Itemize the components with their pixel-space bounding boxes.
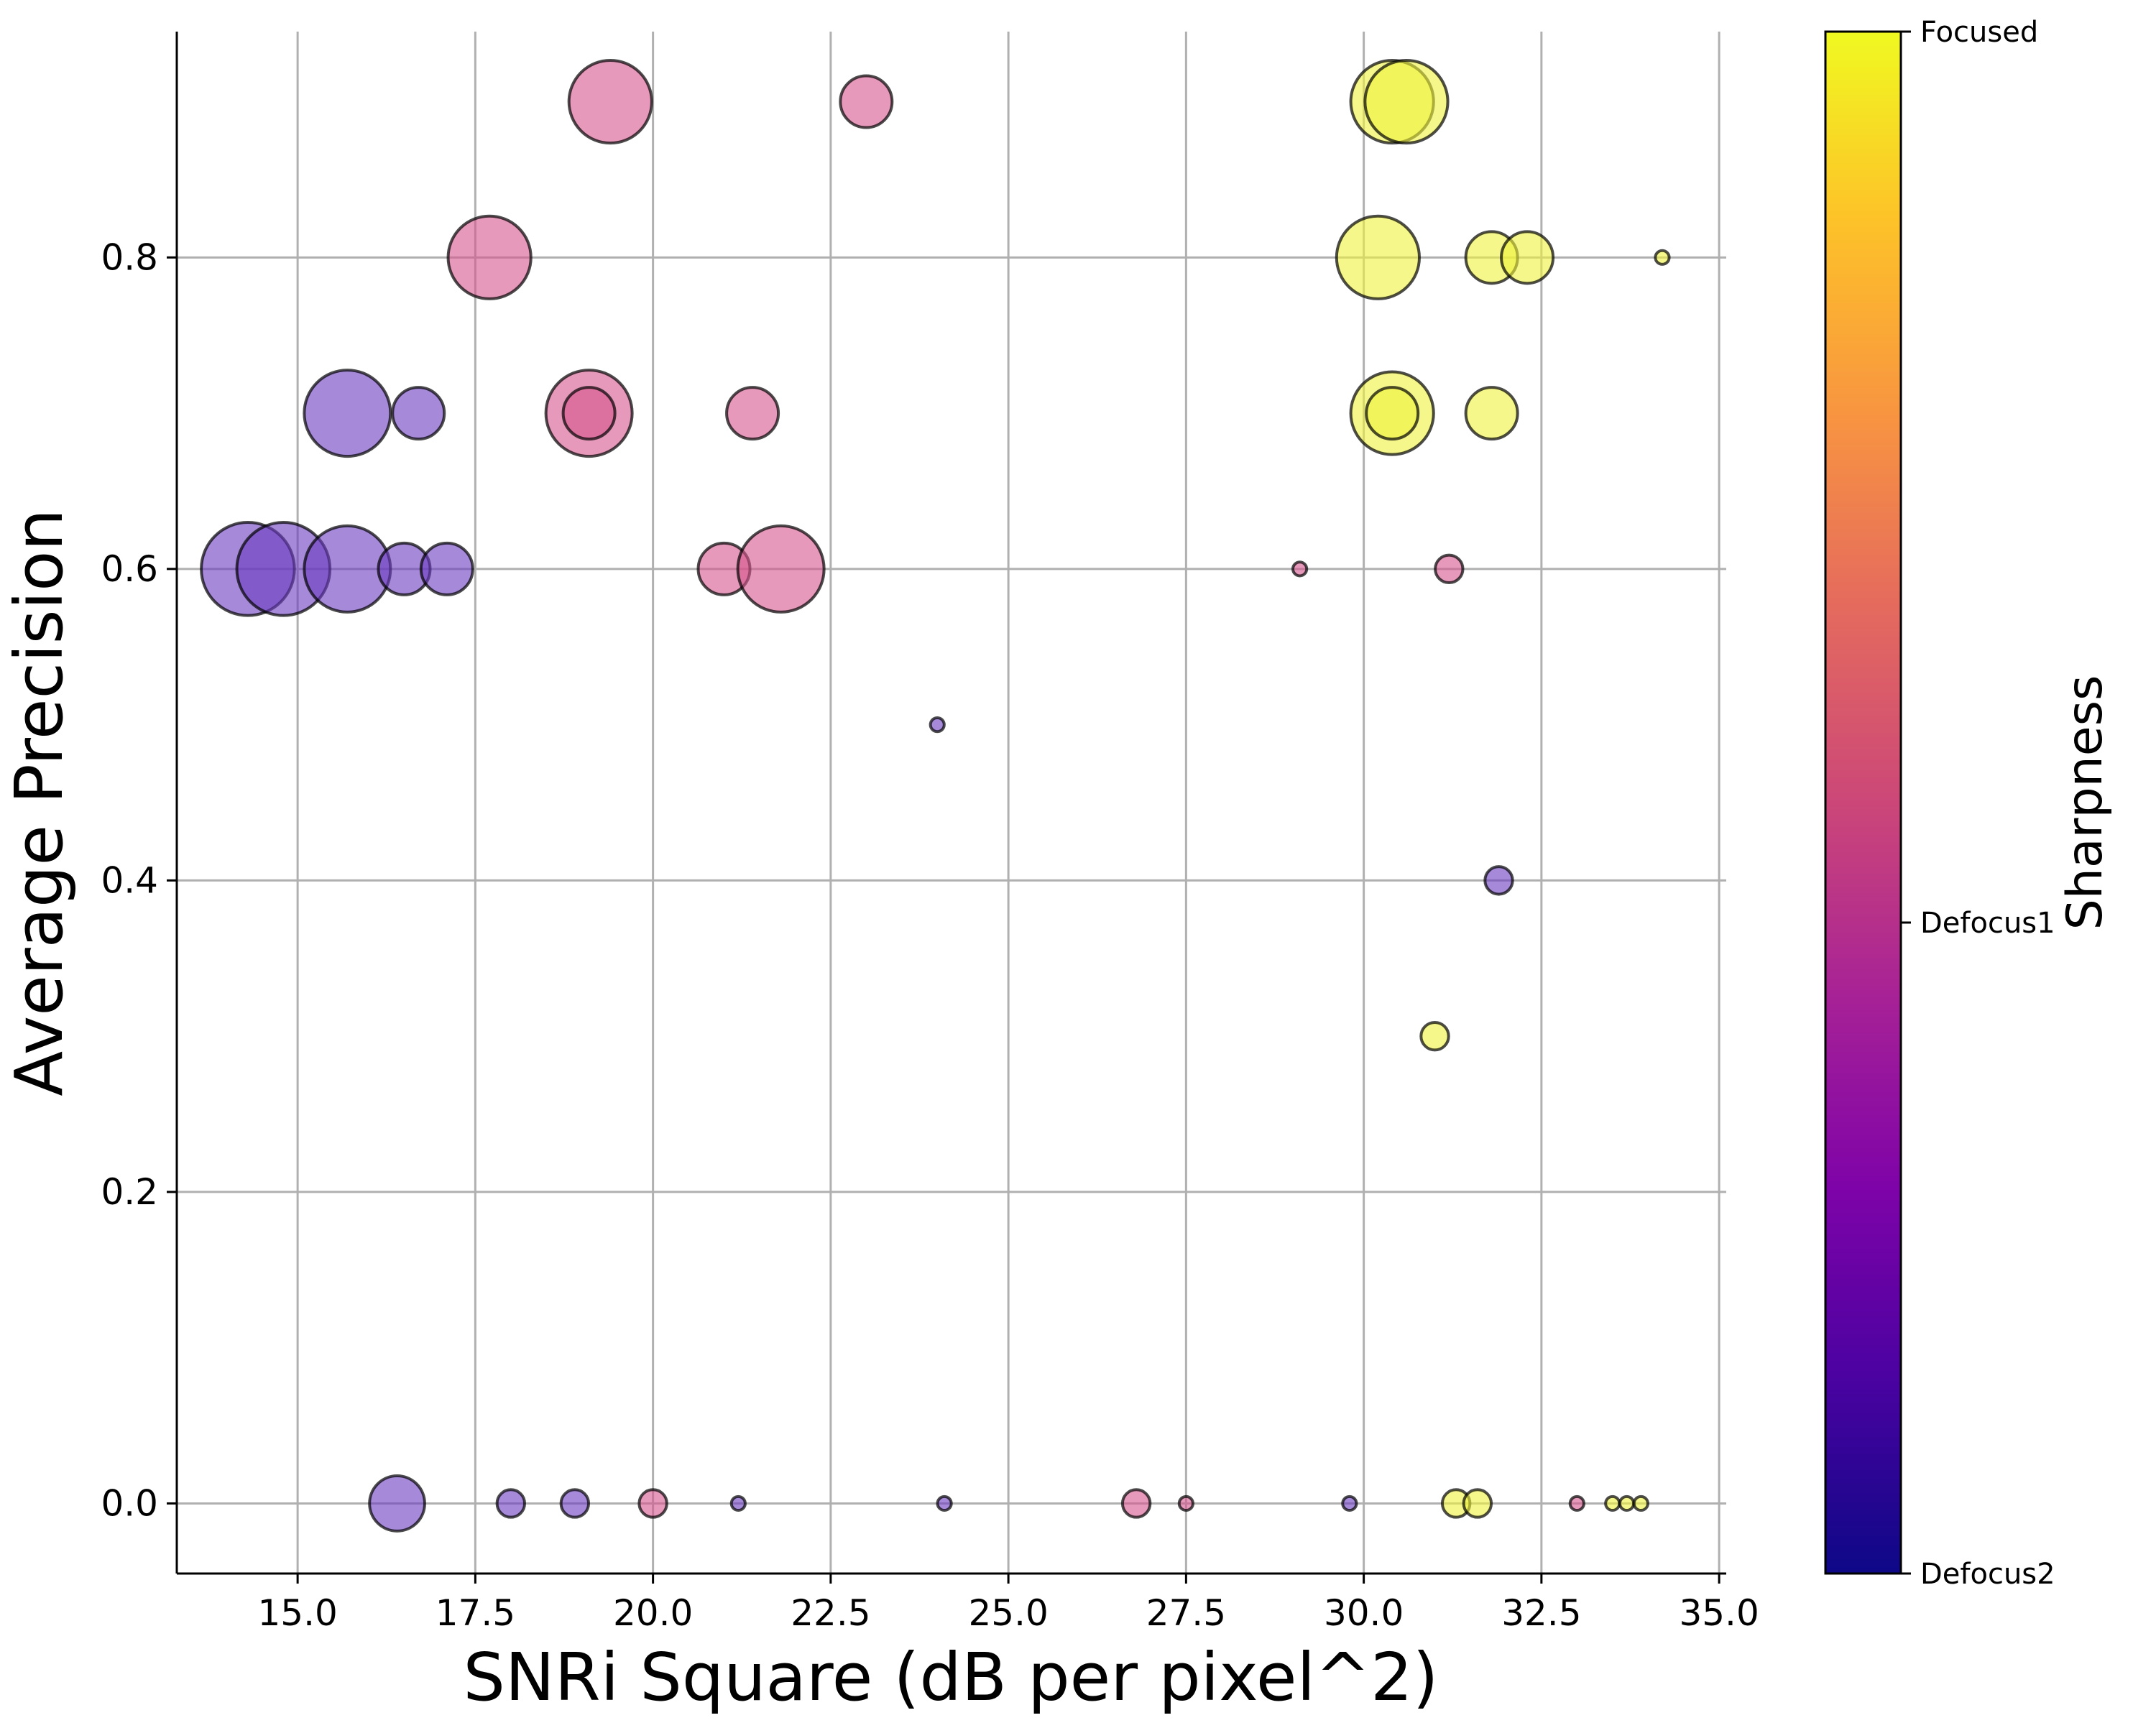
bubble-point [1120, 1488, 1152, 1519]
bubble-point [936, 1494, 953, 1512]
bubble-point [1335, 214, 1421, 300]
x-tick-label: 27.5 [1146, 1592, 1226, 1634]
bubble-point [419, 541, 474, 596]
bubble-point [1654, 249, 1671, 266]
bubble-layer [200, 58, 1671, 1533]
colorbar [1824, 30, 1902, 1575]
x-axis-title: SNRi Square (dB per pixel^2) [463, 1639, 1438, 1716]
bubble-point [446, 214, 533, 300]
bubble-point [1434, 553, 1465, 585]
bubble-point [391, 386, 446, 441]
x-tick-label: 35.0 [1679, 1592, 1759, 1634]
bubble-point [1365, 386, 1420, 441]
bubble-point [1604, 1494, 1621, 1512]
bubble-point [495, 1488, 527, 1519]
bubble-point [1462, 1488, 1493, 1519]
y-tick-label: 0.4 [101, 859, 158, 901]
bubble-point [1568, 1494, 1585, 1512]
colorbar-tick-label: Defocus2 [1920, 1558, 2055, 1591]
colorbar-tick-label: Focused [1920, 16, 2038, 49]
bubble-point [839, 74, 894, 129]
x-tick-label: 17.5 [436, 1592, 515, 1634]
bubble-point [1177, 1494, 1194, 1512]
bubble-point [559, 1488, 591, 1519]
y-tick-label: 0.0 [101, 1482, 158, 1524]
bubble-point [1291, 560, 1309, 578]
bubble-point [1363, 58, 1450, 145]
bubble-point [929, 716, 946, 734]
bubble-point [736, 524, 826, 614]
bubble-point [1419, 1020, 1450, 1052]
x-tick-label: 25.0 [968, 1592, 1048, 1634]
bubble-point [1341, 1494, 1358, 1512]
bubble-point [1618, 1494, 1636, 1512]
bubble-point [567, 58, 653, 145]
x-tick-label: 15.0 [257, 1592, 337, 1634]
y-tick-label: 0.8 [101, 236, 158, 278]
bubble-point [368, 1474, 426, 1533]
colorbar-ticks: Focused Defocus1 Defocus2 [1901, 16, 2055, 1591]
bubble-point [637, 1488, 668, 1519]
bubble-point [561, 386, 617, 441]
bubble-point [725, 386, 780, 441]
series-focused [1335, 58, 1671, 1519]
y-axis-title: Average Precision [1, 509, 78, 1096]
x-tick-label: 20.0 [613, 1592, 693, 1634]
x-ticks: 15.0 17.5 20.0 22.5 25.0 27.5 30.0 32.5 35.0 [257, 1574, 1759, 1634]
bubble-point [303, 369, 392, 458]
colorbar-tick-label: Defocus1 [1920, 907, 2055, 940]
series-defocus2 [200, 369, 1514, 1533]
y-tick-label: 0.2 [101, 1171, 158, 1213]
y-tick-label: 0.6 [101, 548, 158, 590]
y-ticks: 0.0 0.2 0.4 0.6 0.8 [101, 236, 177, 1524]
x-tick-label: 22.5 [791, 1592, 870, 1634]
bubble-point [1500, 230, 1555, 285]
bubble-point [1483, 865, 1514, 896]
x-tick-label: 32.5 [1501, 1592, 1581, 1634]
bubble-point [729, 1494, 747, 1512]
x-tick-label: 30.0 [1324, 1592, 1404, 1634]
bubble-point [1464, 386, 1519, 441]
bubble-point [1632, 1494, 1649, 1512]
series-defocus1 [446, 58, 1585, 1519]
colorbar-title: Sharpness [2057, 675, 2114, 930]
